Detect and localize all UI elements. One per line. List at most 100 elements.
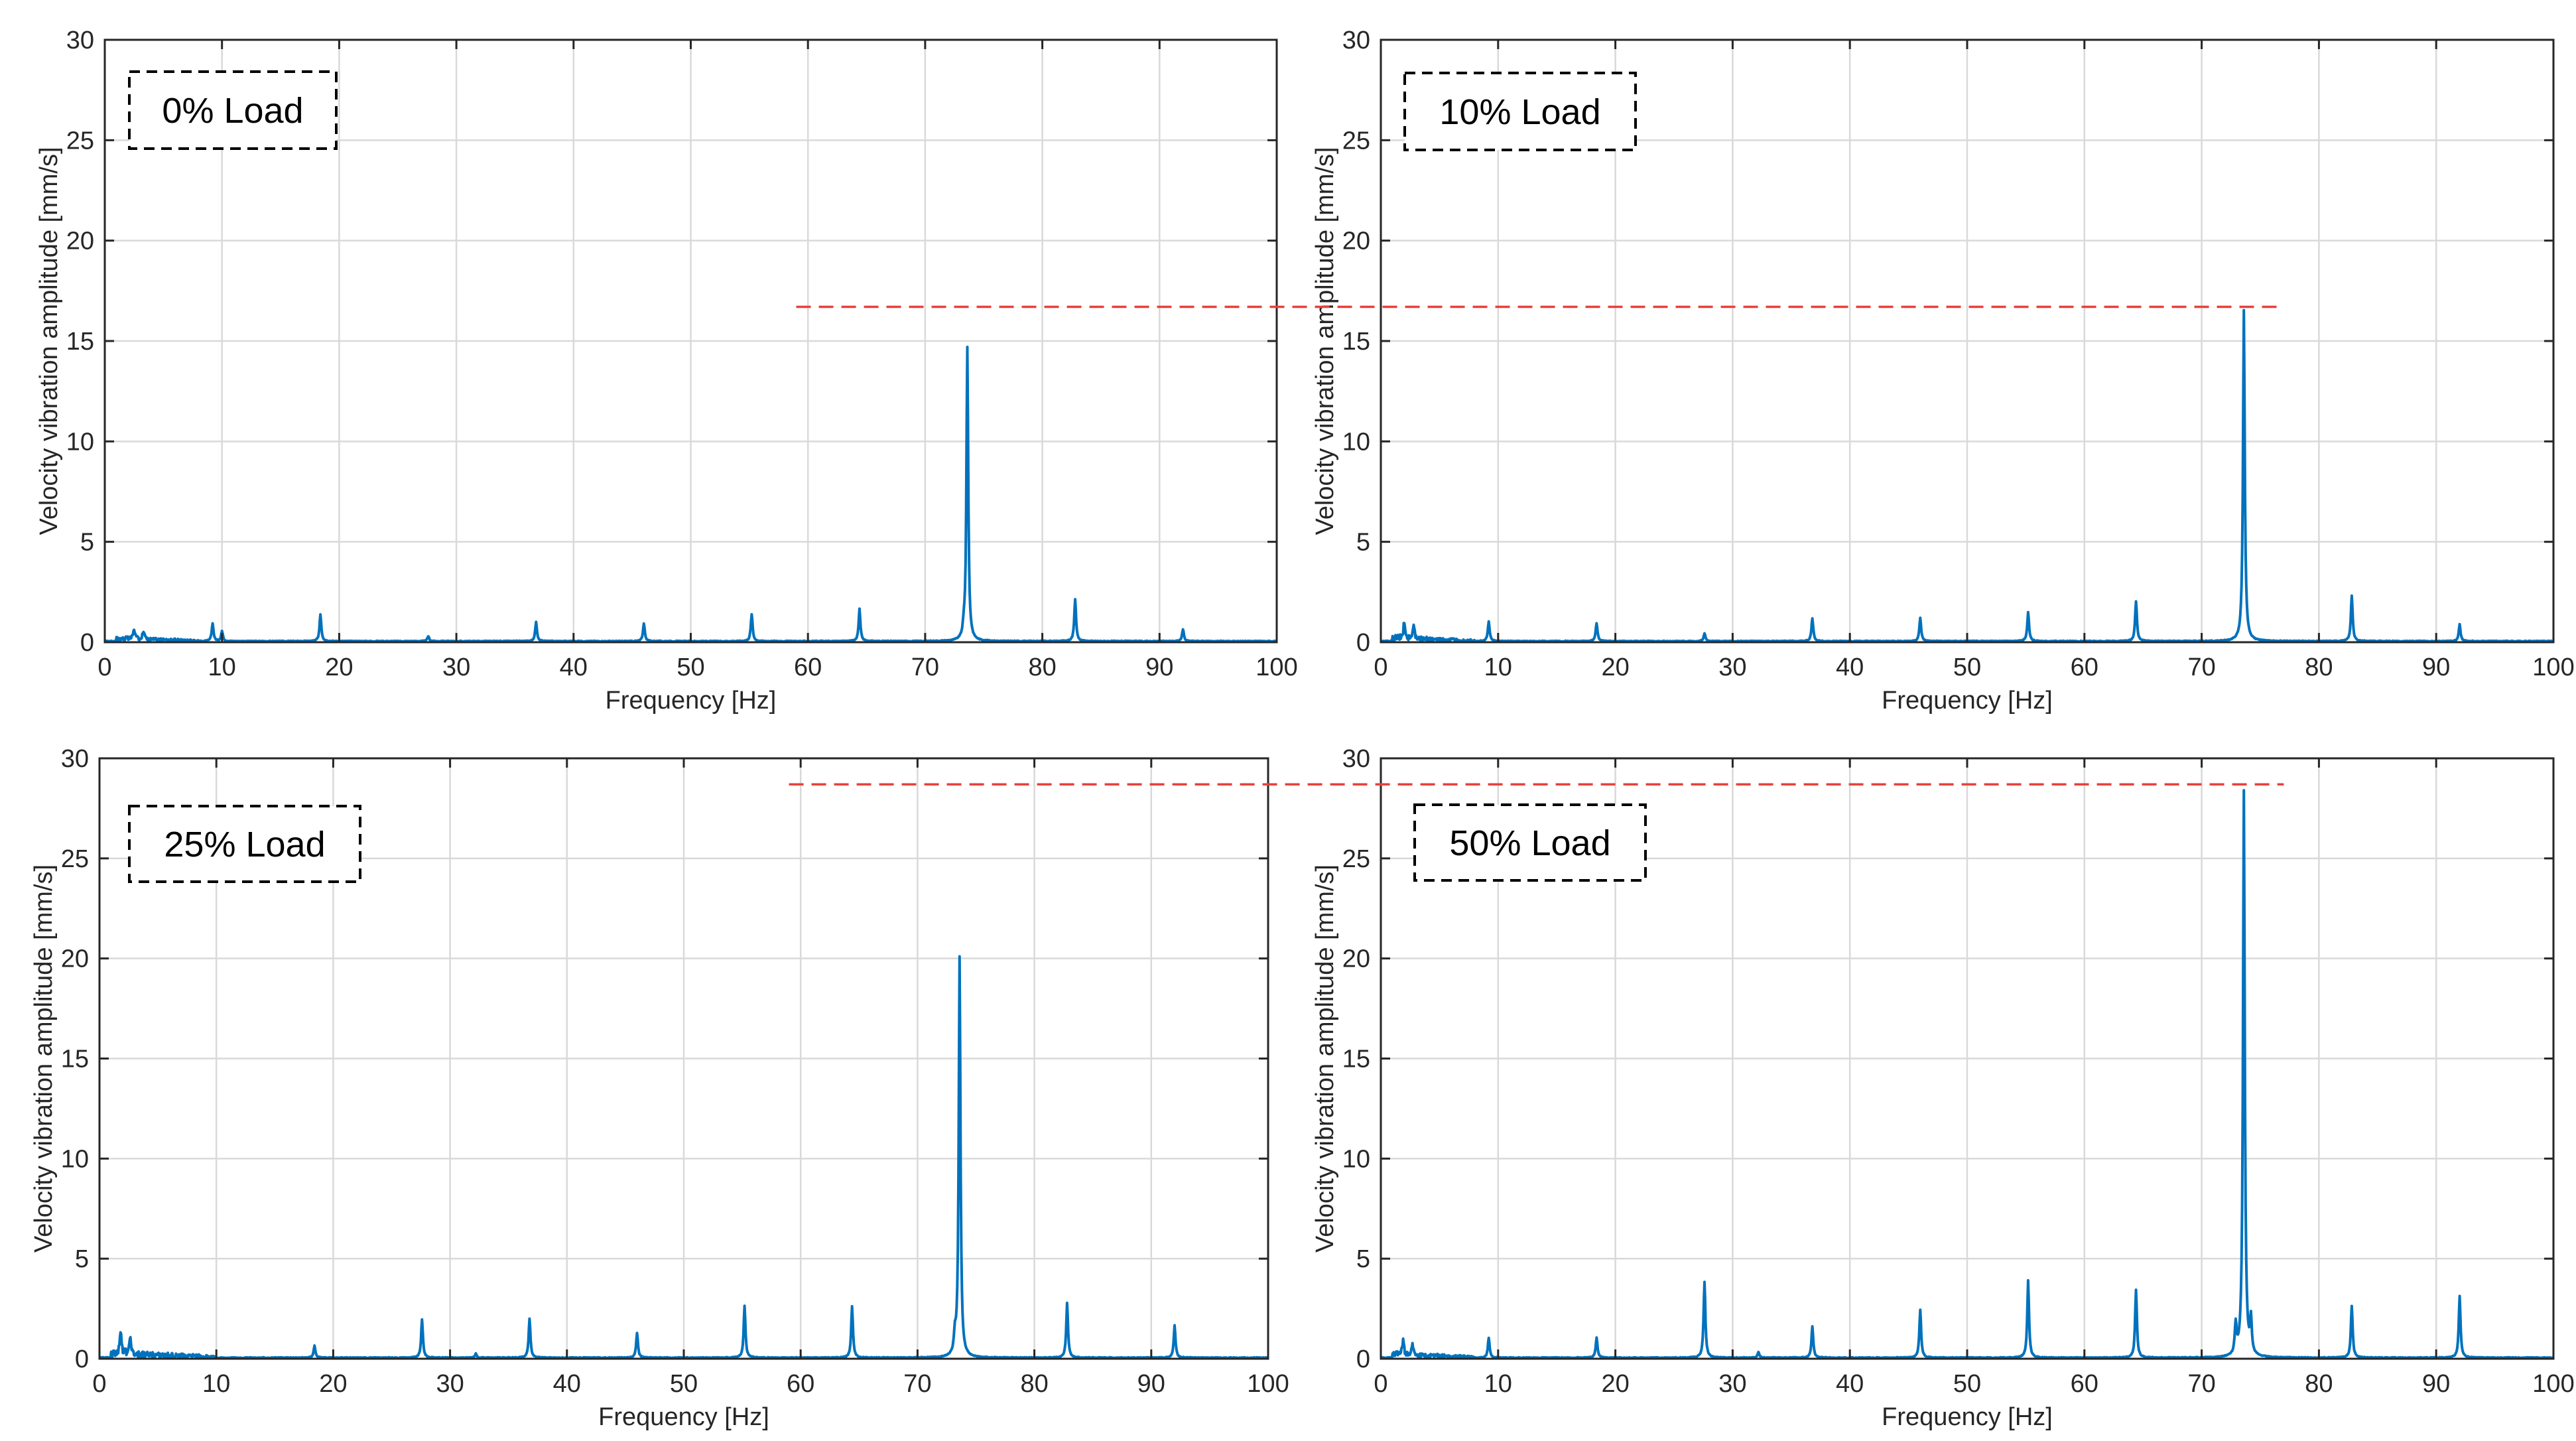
x-tick-label: 50: [1953, 653, 1981, 681]
peak-point: [635, 1332, 639, 1336]
peak-point: [534, 621, 538, 625]
x-tick-label: 0: [97, 653, 111, 681]
peak-point: [1411, 1345, 1415, 1349]
x-tick-label: 40: [553, 1370, 581, 1398]
y-tick-label: 5: [1356, 529, 1370, 557]
load-label-box: [128, 70, 338, 150]
chart-panel-1: 0 10 20 30 40 50 60 70 80 90 100 0 5 10 15 20 25 30 Freque…: [35, 27, 1298, 715]
peak-point: [132, 630, 136, 634]
peak-point: [318, 613, 322, 617]
y-tick-label: 15: [66, 328, 94, 356]
peak-point: [1756, 1351, 1760, 1355]
x-tick-label: 60: [794, 653, 822, 681]
x-tick-label: 40: [1836, 653, 1864, 681]
x-tick-label: 70: [911, 653, 939, 681]
peak-point: [1594, 1337, 1598, 1341]
chart-panel-3: 0 10 20 30 40 50 60 70 80 90 100 0 5 10 15 20 25 30 Freque…: [30, 745, 1289, 1431]
peak-point: [420, 1319, 424, 1323]
y-tick-label: 20: [66, 228, 94, 255]
x-tick-label: 30: [1718, 653, 1746, 681]
peak-point: [527, 1318, 531, 1322]
peak-point: [474, 1353, 478, 1357]
peak-point: [749, 613, 753, 617]
y-tick-label: 30: [66, 27, 94, 54]
y-tick-label: 30: [61, 745, 89, 773]
load-label: 0% Load: [162, 91, 303, 131]
peak-point: [2458, 1294, 2462, 1298]
peak-point: [1487, 1337, 1491, 1341]
y-axis-title: Velocity vibration amplitude [mm/s]: [30, 864, 58, 1253]
peak-point: [1811, 1326, 1815, 1330]
y-tick-label: 20: [1342, 945, 1370, 973]
peak-point: [1594, 622, 1598, 626]
load-label: 50% Load: [1449, 823, 1610, 863]
chart-panel-4: 0 10 20 30 40 50 60 70 80 90 100 0 5 10 15 20 25 30 Freque…: [1311, 745, 2575, 1431]
x-tick-label: 10: [1484, 1370, 1512, 1398]
peak-point: [2242, 309, 2246, 313]
x-tick-label: 60: [2071, 1370, 2098, 1398]
x-tick-label: 50: [1953, 1370, 1981, 1398]
peak-point: [858, 608, 862, 612]
peak-point: [426, 635, 430, 639]
y-tick-label: 0: [1356, 629, 1370, 657]
peak-point: [2242, 790, 2246, 794]
y-tick-label: 0: [75, 1345, 89, 1373]
y-axis-title: Velocity vibration amplitude [mm/s]: [1311, 864, 1339, 1253]
load-label: 10% Load: [1439, 92, 1600, 132]
x-tick-label: 50: [670, 1370, 698, 1398]
load-label-box: [1403, 72, 1637, 151]
y-tick-label: 25: [66, 127, 94, 155]
y-tick-label: 5: [1356, 1245, 1370, 1273]
y-tick-label: 10: [66, 428, 94, 456]
x-tick-label: 0: [92, 1370, 106, 1398]
x-tick-label: 90: [1145, 653, 1173, 681]
peak-point: [642, 622, 646, 626]
peak-point: [1181, 628, 1185, 632]
y-tick-label: 0: [1356, 1345, 1370, 1373]
peak-point: [850, 1306, 854, 1310]
peak-point: [1073, 598, 1077, 602]
y-tick-label: 15: [1342, 1046, 1370, 1073]
x-tick-label: 100: [2532, 1370, 2574, 1398]
y-tick-label: 10: [1342, 428, 1370, 456]
y-axis-title: Velocity vibration amplitude [mm/s]: [1311, 147, 1339, 535]
peak-point: [2234, 1327, 2238, 1331]
x-tick-label: 70: [2187, 653, 2215, 681]
x-tick-label: 30: [442, 653, 470, 681]
y-tick-label: 25: [1342, 127, 1370, 155]
x-tick-label: 80: [2305, 1370, 2333, 1398]
peak-point: [1173, 1325, 1177, 1329]
y-tick-label: 20: [61, 945, 89, 973]
y-tick-label: 25: [1342, 845, 1370, 873]
peak-point: [2134, 1288, 2138, 1292]
peak-point: [128, 1339, 132, 1343]
peak-point: [1703, 1280, 1707, 1284]
peak-point: [1412, 628, 1416, 632]
peak-point: [2350, 1305, 2354, 1309]
x-tick-label: 60: [787, 1370, 814, 1398]
y-tick-label: 5: [75, 1245, 89, 1273]
peak-point: [312, 1345, 316, 1349]
peak-point: [119, 1333, 123, 1337]
peak-point: [1918, 617, 1922, 621]
y-tick-label: 30: [1342, 27, 1370, 54]
x-axis-title: Frequency [Hz]: [1882, 1403, 2053, 1431]
x-tick-label: 90: [1137, 1370, 1165, 1398]
y-tick-label: 10: [61, 1145, 89, 1173]
x-axis-title: Frequency [Hz]: [606, 687, 777, 715]
peak-point: [2134, 600, 2138, 604]
x-tick-label: 50: [676, 653, 704, 681]
y-tick-label: 30: [1342, 745, 1370, 773]
peak-point: [1703, 632, 1707, 636]
y-tick-label: 15: [1342, 328, 1370, 356]
x-tick-label: 20: [325, 653, 353, 681]
peak-point: [1401, 1343, 1405, 1347]
x-tick-label: 20: [1601, 1370, 1629, 1398]
x-tick-label: 20: [319, 1370, 347, 1398]
peak-point: [1811, 617, 1815, 621]
peak-point: [953, 1339, 957, 1343]
peak-point: [2350, 595, 2354, 599]
x-axis-title: Frequency [Hz]: [598, 1403, 769, 1431]
y-tick-label: 0: [80, 629, 94, 657]
x-tick-label: 30: [436, 1370, 464, 1398]
